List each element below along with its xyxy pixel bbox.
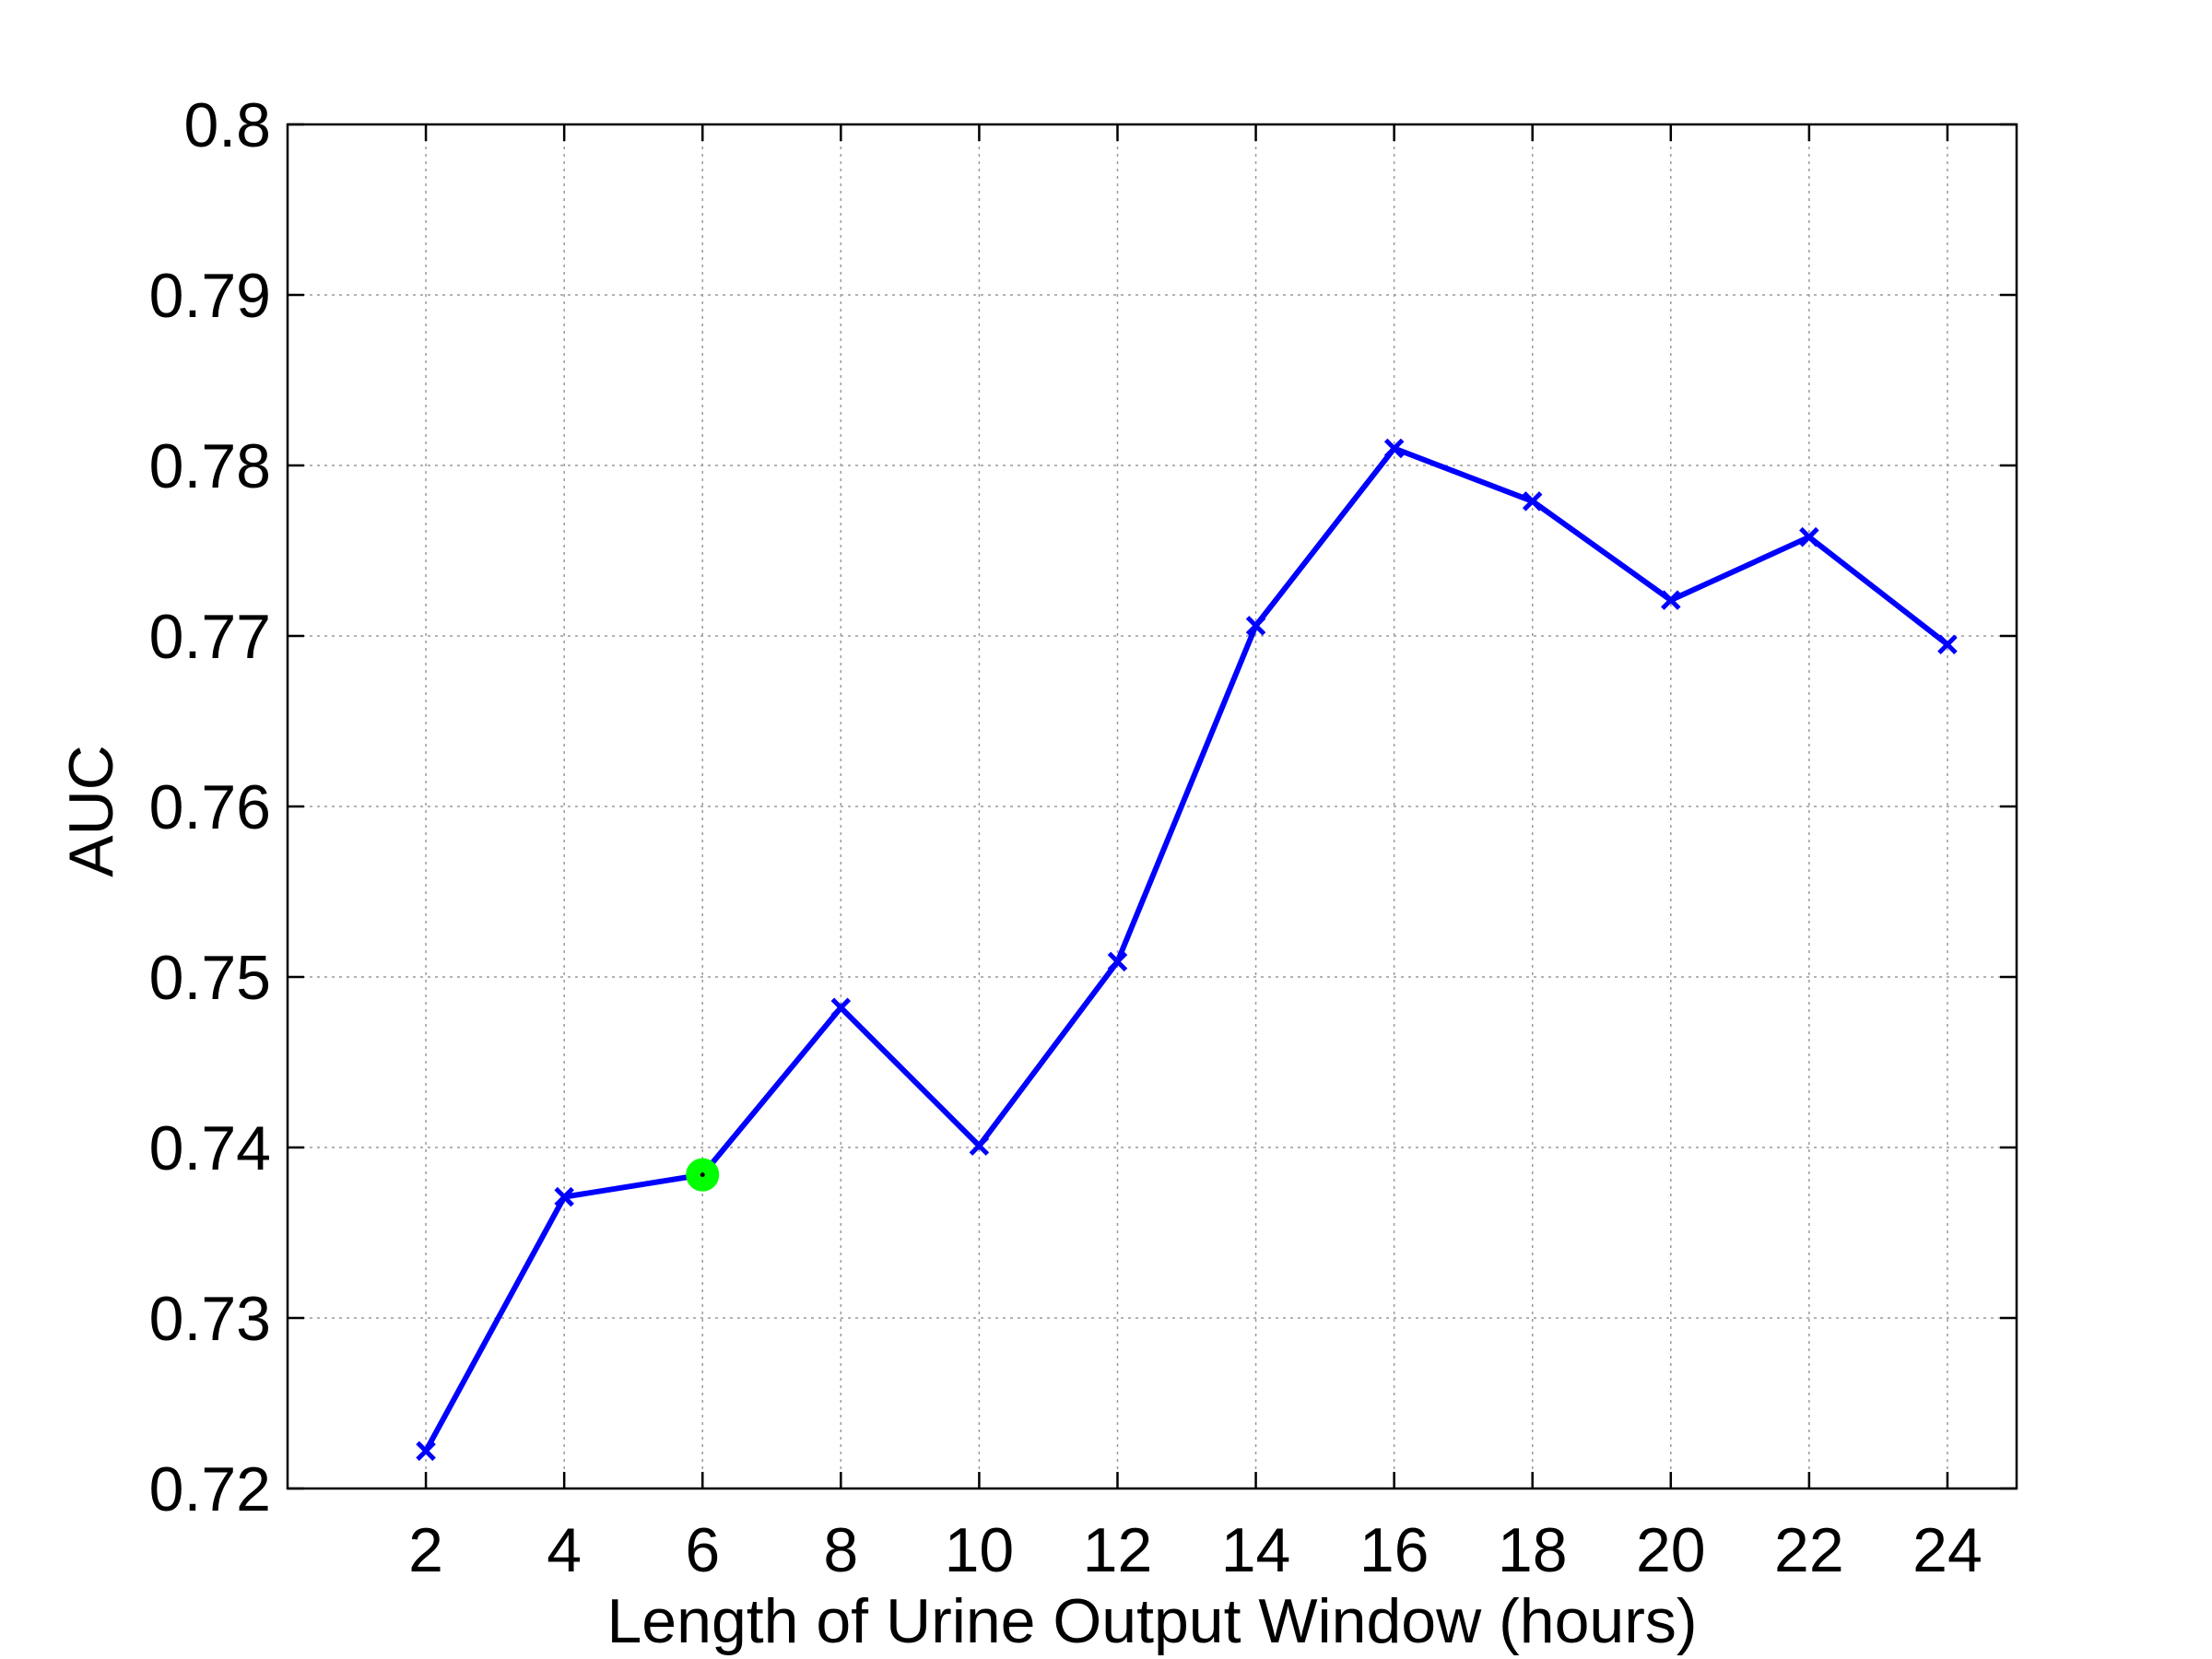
x-tick-label: 4 (547, 1515, 582, 1585)
y-tick-label: 0.74 (149, 1113, 271, 1183)
data-point-marker (1661, 590, 1681, 610)
data-point-marker (416, 1441, 436, 1462)
x-tick-label: 18 (1498, 1515, 1568, 1585)
x-tick-label: 14 (1221, 1515, 1291, 1585)
tick-labels: 2 4 6 8 10 12 14 16 18 20 22 240.720.730.740.750.76… (149, 90, 1983, 1585)
y-tick-label: 0.72 (149, 1454, 271, 1524)
y-tick-label: 0.73 (149, 1284, 271, 1354)
x-tick-label: 20 (1636, 1515, 1706, 1585)
x-tick-label: 12 (1083, 1515, 1153, 1585)
x-tick-label: 8 (823, 1515, 858, 1585)
x-tick-label: 24 (1912, 1515, 1983, 1585)
y-axis-label: AUC (56, 745, 126, 877)
data-point-marker (1522, 491, 1543, 512)
y-tick-label: 0.75 (149, 943, 271, 1013)
x-tick-label: 22 (1774, 1515, 1844, 1585)
x-axis-label: Length of Urine Output Window (hours) (606, 1586, 1697, 1656)
series-layer (416, 438, 1958, 1462)
x-tick-label: 6 (685, 1515, 720, 1585)
y-tick-label: 0.79 (149, 261, 271, 331)
data-point-marker (1245, 616, 1266, 636)
data-point-marker (830, 997, 852, 1018)
y-tick-label: 0.78 (149, 431, 271, 501)
y-tick-label: 0.8 (183, 90, 271, 160)
data-point-marker (1799, 526, 1819, 547)
x-tick-label: 2 (408, 1515, 443, 1585)
y-tick-label: 0.77 (149, 602, 271, 672)
x-tick-label: 16 (1359, 1515, 1430, 1585)
data-point-marker (554, 1186, 574, 1207)
data-point-marker (1107, 951, 1128, 972)
data-point-marker (1383, 438, 1405, 459)
highlight-point-center (700, 1172, 705, 1178)
data-point-marker (1937, 634, 1958, 655)
axes (286, 123, 2018, 1490)
series-line (423, 444, 1949, 1453)
x-tick-label: 10 (945, 1515, 1015, 1585)
y-tick-label: 0.76 (149, 772, 271, 842)
grid (288, 124, 2017, 1489)
data-point-marker (969, 1135, 990, 1156)
